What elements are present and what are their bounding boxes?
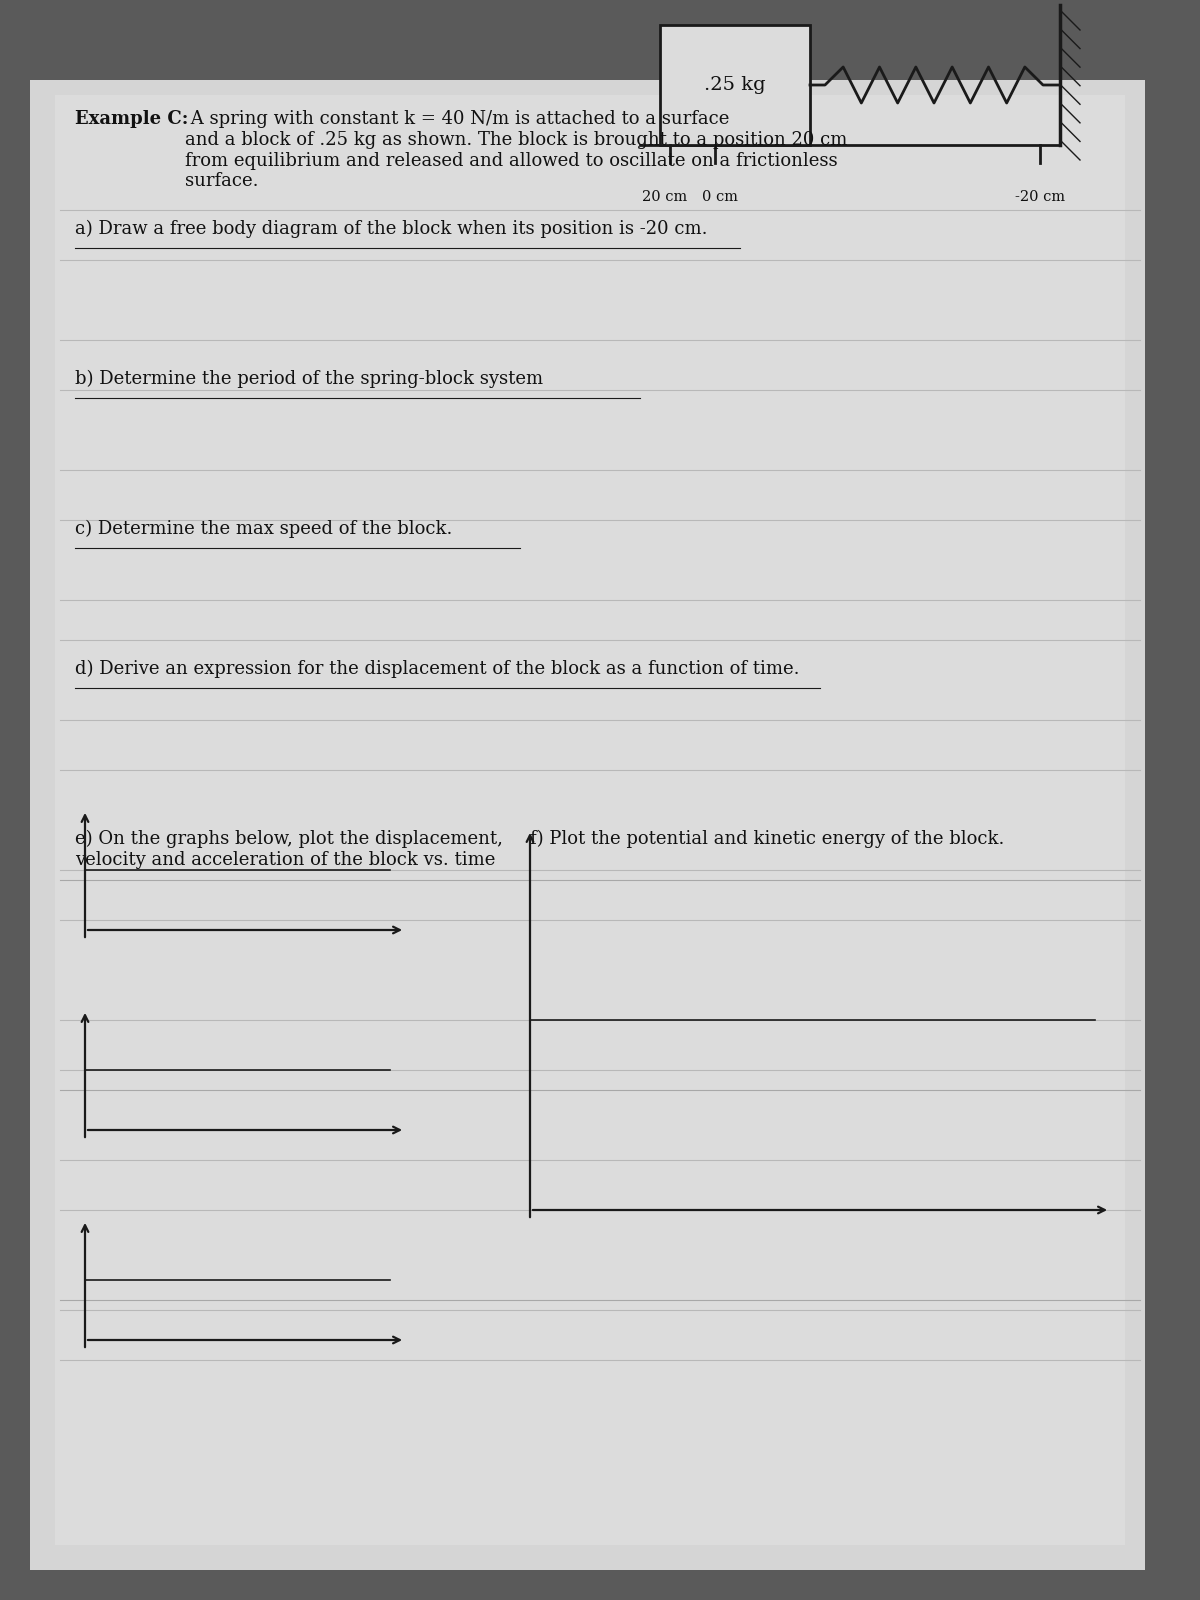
Text: a) Draw a free body diagram of the block when its position is -20 cm.: a) Draw a free body diagram of the block… — [74, 219, 708, 238]
Text: c) Determine the max speed of the block.: c) Determine the max speed of the block. — [74, 520, 452, 538]
Text: -20 cm: -20 cm — [1015, 190, 1066, 203]
Text: 0 cm: 0 cm — [702, 190, 738, 203]
Text: A spring with constant k = 40 N/m is attached to a surface
and a block of .25 kg: A spring with constant k = 40 N/m is att… — [185, 110, 847, 190]
Bar — [660, 26, 810, 146]
Text: e) On the graphs below, plot the displacement,
velocity and acceleration of the : e) On the graphs below, plot the displac… — [74, 830, 503, 869]
Bar — [55, 94, 1126, 1546]
Text: 20 cm: 20 cm — [642, 190, 688, 203]
Text: .25 kg: .25 kg — [704, 75, 766, 94]
Text: b) Determine the period of the spring-block system: b) Determine the period of the spring-bl… — [74, 370, 544, 389]
Text: Example C:: Example C: — [74, 110, 188, 128]
Text: f) Plot the potential and kinetic energy of the block.: f) Plot the potential and kinetic energy… — [530, 830, 1004, 848]
Text: d) Derive an expression for the displacement of the block as a function of time.: d) Derive an expression for the displace… — [74, 659, 799, 678]
